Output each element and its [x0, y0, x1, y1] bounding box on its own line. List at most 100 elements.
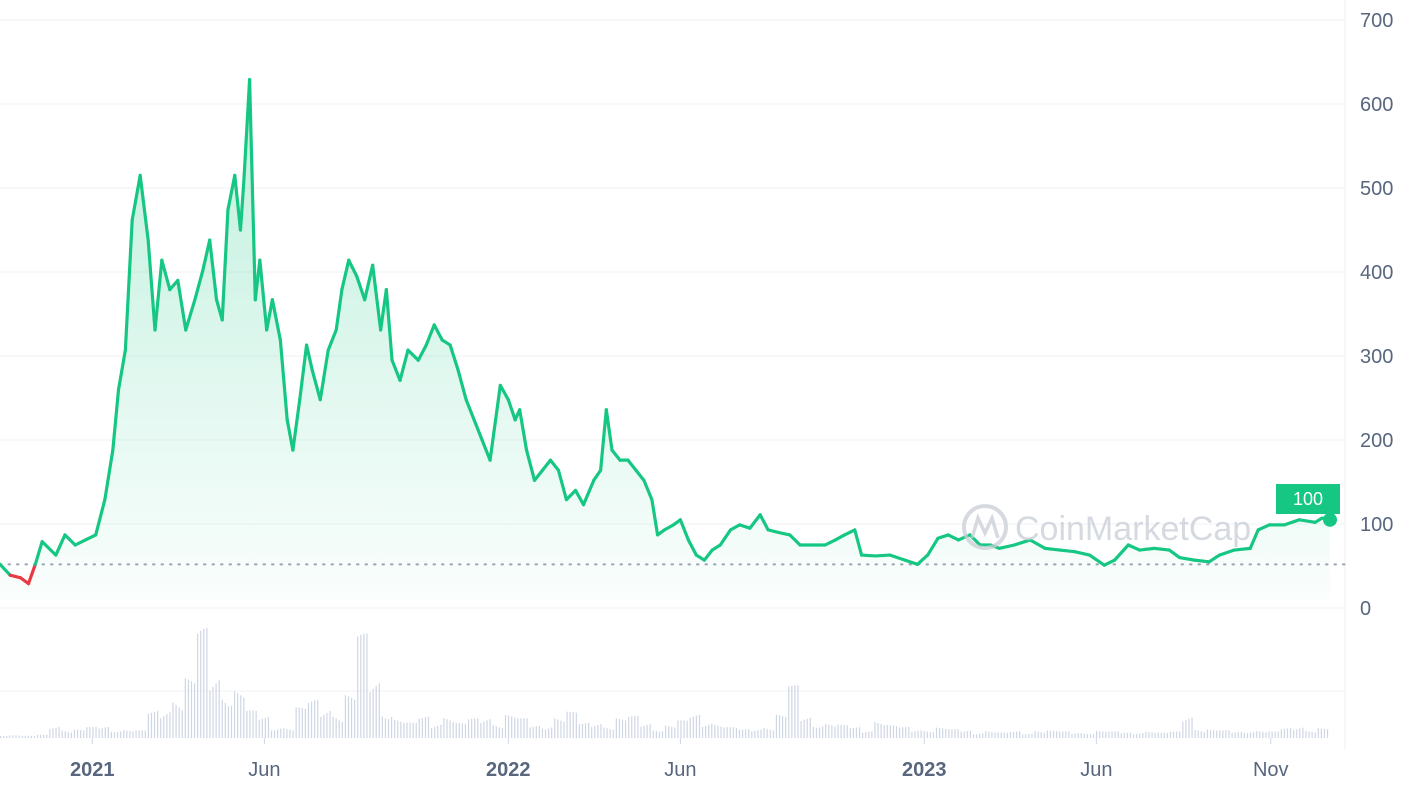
volume-bar — [215, 683, 217, 738]
volume-bar — [126, 730, 128, 738]
volume-bar — [104, 727, 106, 738]
volume-bar — [197, 633, 199, 738]
volume-bar — [865, 732, 867, 738]
volume-bar — [803, 719, 805, 738]
volume-bar — [858, 727, 861, 738]
price-line-segment — [1113, 543, 1130, 562]
volume-bar — [335, 718, 337, 738]
volume-bar — [705, 726, 707, 738]
price-line-segment — [573, 488, 586, 507]
volume-bar — [240, 695, 242, 738]
volume-bar — [452, 722, 454, 738]
volume-bar — [935, 727, 938, 738]
volume-bar — [908, 727, 910, 738]
volume-bar — [1203, 731, 1205, 738]
x-tick-label: Nov — [1253, 759, 1289, 781]
volume-bar — [381, 716, 383, 738]
volume-bar — [1277, 731, 1279, 738]
volume-bar — [523, 718, 525, 738]
y-tick-label: 0 — [1360, 598, 1371, 620]
volume-bar — [932, 732, 935, 738]
volume-bar — [203, 628, 205, 738]
watermark-text: CoinMarketCap — [1015, 510, 1251, 548]
volume-bar — [52, 728, 54, 738]
volume-bar — [76, 729, 79, 738]
price-line-segment — [448, 343, 460, 372]
volume-bar — [43, 734, 45, 738]
volume-bar — [609, 729, 611, 738]
price-line-segment — [26, 562, 37, 586]
volume-bar — [532, 726, 534, 738]
volume-bar — [763, 728, 765, 738]
price-line-segment — [116, 348, 127, 392]
volume-bar — [877, 722, 879, 738]
volume-bar — [769, 729, 771, 738]
volume-bar — [150, 712, 153, 738]
volume-bar — [883, 725, 885, 738]
price-line-segment — [238, 178, 246, 232]
price-line-segment — [193, 268, 205, 302]
price-line-segment — [1177, 555, 1196, 562]
price-line-segment — [1217, 548, 1236, 557]
volume-bar — [1009, 732, 1012, 738]
price-line-segment — [247, 78, 257, 302]
volume-bar — [874, 721, 876, 738]
price-line-segment — [1192, 558, 1211, 564]
volume-bar — [615, 718, 617, 738]
volume-bar — [440, 724, 442, 738]
volume-bar — [1262, 731, 1264, 738]
volume-bar — [732, 727, 734, 738]
volume-bar — [323, 714, 325, 738]
volume-bar — [745, 729, 747, 738]
volume-bar — [314, 700, 316, 738]
volume-bar — [144, 730, 146, 738]
volume-bar — [1028, 733, 1030, 738]
volume-bar — [1305, 730, 1307, 738]
volume-bar — [972, 734, 975, 738]
volume-bar — [572, 712, 574, 738]
volume-bar — [618, 719, 621, 738]
volume-bar — [338, 720, 340, 738]
volume-bars — [0, 628, 1329, 738]
volume-bar — [446, 719, 448, 738]
volume-bar — [307, 702, 310, 738]
price-line-segment — [1297, 518, 1317, 524]
volume-bar — [160, 718, 162, 738]
volume-bar — [492, 725, 494, 738]
volume-bar — [969, 730, 971, 738]
price-line-segment — [833, 533, 847, 542]
volume-bar — [1034, 731, 1036, 738]
volume-bar — [1049, 730, 1052, 738]
volume-bar — [701, 726, 704, 738]
volume-bar — [791, 685, 793, 738]
volume-bar — [1077, 733, 1079, 738]
coinmarketcap-logo-mark — [970, 513, 1000, 539]
volume-bar — [277, 729, 279, 738]
volume-bar — [1025, 734, 1027, 738]
volume-bar — [1299, 728, 1301, 738]
volume-bar — [1015, 731, 1018, 738]
volume-bar — [951, 729, 953, 738]
volume-bar — [600, 724, 602, 738]
volume-bar — [317, 699, 319, 738]
volume-bar — [1317, 728, 1319, 738]
volume-bar — [1148, 731, 1150, 738]
price-line-segment — [424, 323, 436, 347]
volume-bar — [1219, 730, 1221, 738]
volume-bar — [1326, 729, 1329, 738]
volume-bar — [230, 705, 233, 738]
volume-bar — [1160, 732, 1162, 738]
current-price-tag: 100 — [1276, 484, 1340, 514]
volume-bar — [1169, 731, 1172, 738]
volume-bar — [89, 727, 91, 738]
volume-bar — [329, 711, 331, 738]
volume-bar — [200, 630, 202, 738]
volume-bar — [1071, 733, 1073, 738]
volume-bar — [310, 701, 313, 738]
price-line-segment — [738, 523, 752, 530]
volume-bar — [107, 726, 109, 738]
volume-bar — [237, 693, 239, 738]
volume-bar — [748, 729, 750, 738]
volume-bar — [920, 730, 922, 738]
volume-bar — [1228, 730, 1230, 738]
